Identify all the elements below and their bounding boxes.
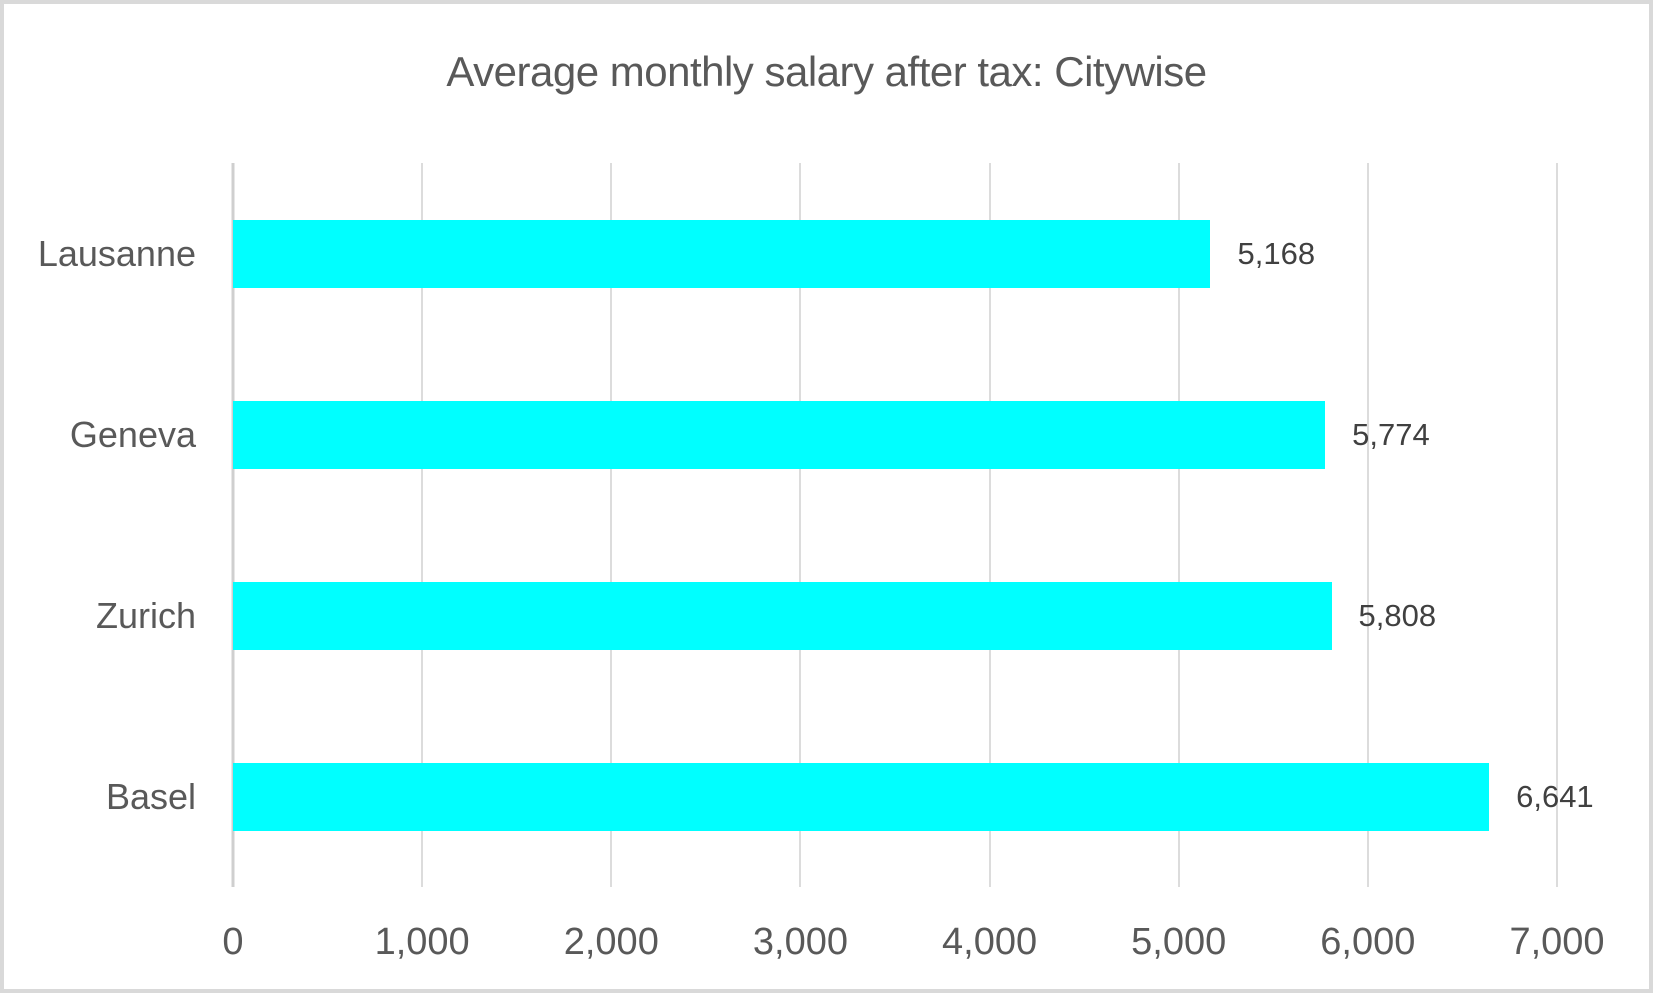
gridline [1177, 163, 1180, 887]
gridline [421, 163, 424, 887]
x-tick-label-5000: 5,000 [1131, 921, 1227, 963]
bar-row-lausanne: Lausanne 5,168 [38, 163, 1557, 344]
bar-row-zurich: Zurich 5,808 [96, 525, 1557, 706]
value-label-basel: 6,641 [1516, 778, 1594, 814]
bar-row-basel: Basel 6,641 [106, 706, 1594, 887]
gridline [1556, 163, 1558, 887]
value-label-lausanne: 5,168 [1237, 235, 1316, 271]
category-label-geneva: Geneva [69, 413, 196, 455]
bar-row-geneva: Geneva 5,774 [70, 344, 1557, 525]
x-tick-label-7000: 7,000 [1509, 921, 1605, 963]
category-label-zurich: Zurich [95, 594, 196, 636]
bar-geneva [233, 400, 1326, 469]
bar-zurich [233, 581, 1332, 650]
gridline [1366, 163, 1369, 887]
category-label-basel: Basel [105, 775, 196, 817]
bar-lausanne [233, 219, 1211, 288]
chart-title: Average monthly salary after tax: Citywi… [446, 48, 1207, 95]
x-tick-label-6000: 6,000 [1320, 921, 1416, 963]
x-tick-label-1000: 1,000 [374, 921, 470, 963]
gridline [610, 163, 613, 887]
x-tick-label-0: 0 [222, 921, 244, 963]
y-axis-line [231, 163, 235, 887]
x-tick-label-4000: 4,000 [942, 921, 1038, 963]
category-label-lausanne: Lausanne [37, 232, 196, 274]
value-label-geneva: 5,774 [1352, 416, 1430, 452]
gridline [799, 163, 802, 887]
gridline [988, 163, 991, 887]
x-tick-label-2000: 2,000 [563, 921, 659, 963]
bar-basel [233, 762, 1490, 831]
plot-area: Lausanne 5,168 Geneva 5,774 Zurich 5,808 Basel… [38, 163, 1605, 963]
x-tick-label-3000: 3,000 [752, 921, 848, 963]
value-label-zurich: 5,808 [1358, 597, 1437, 633]
